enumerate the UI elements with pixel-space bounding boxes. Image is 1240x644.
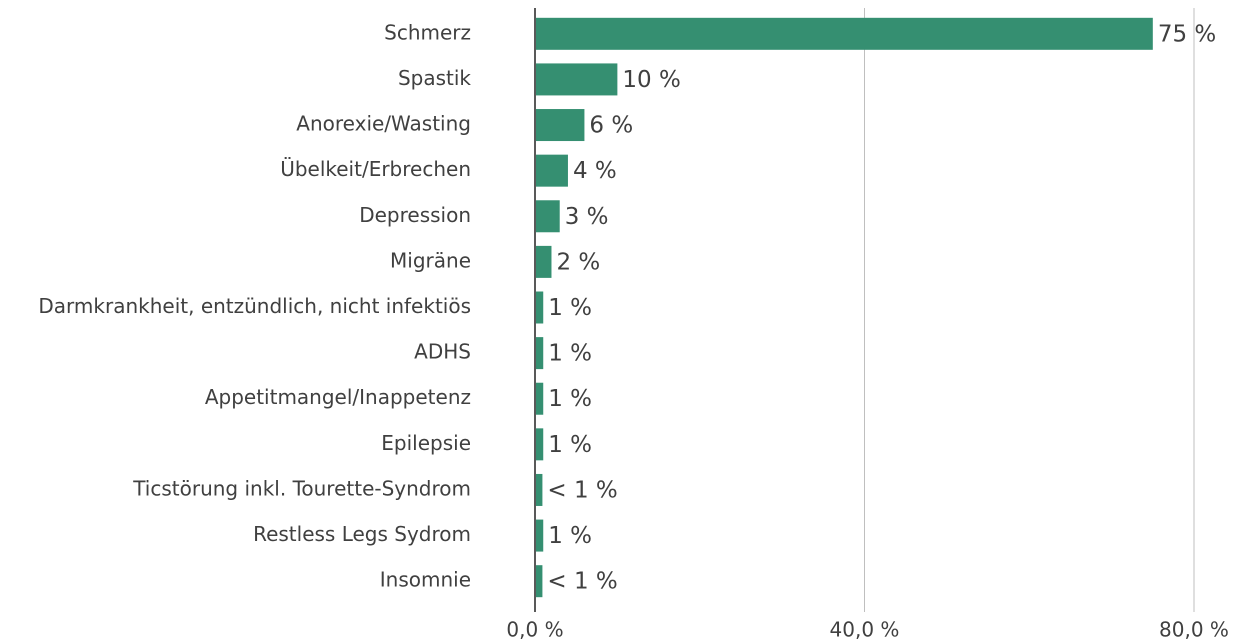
bar [535,17,1153,50]
value-label: 1 % [548,432,592,458]
category-label: Restless Legs Sydrom [253,522,471,546]
value-label: 1 % [548,295,592,321]
bar [535,245,552,278]
x-tick-label: 80,0 % [1159,618,1229,642]
value-label: 1 % [548,341,592,367]
value-label: 2 % [556,249,600,275]
bar [535,154,568,187]
category-label: Schmerz [384,20,471,44]
bar [535,428,544,461]
value-label: < 1 % [547,569,617,595]
category-label: Epilepsie [381,431,471,455]
category-label: Appetitmangel/Inappetenz [205,385,471,409]
category-label: Übelkeit/Erbrechen [280,157,471,181]
x-tick-label: 0,0 % [506,618,563,642]
bar [535,337,544,370]
category-label: ADHS [414,340,471,364]
bar [535,291,544,324]
bar [535,200,560,233]
value-label: 6 % [589,113,633,139]
bar [535,382,544,415]
x-tick-label: 40,0 % [830,618,900,642]
value-label: 1 % [548,523,592,549]
category-label: Migräne [390,248,471,272]
value-label: 10 % [622,67,680,93]
bar [535,519,544,552]
category-label: Spastik [398,66,471,90]
category-label: Ticstörung inkl. Tourette-Syndrom [132,476,471,500]
value-label: 3 % [565,204,609,230]
value-label: 1 % [548,386,592,412]
category-label: Anorexie/Wasting [296,112,471,136]
category-label: Darmkrankheit, entzündlich, nicht infekt… [38,294,471,318]
value-label: 4 % [573,158,617,184]
bar [535,565,543,598]
bar [535,473,543,506]
category-label: Depression [359,203,471,227]
category-label: Insomnie [380,568,471,592]
bar [535,63,618,96]
bar [535,109,585,142]
value-label: < 1 % [547,477,617,503]
value-label: 75 % [1158,21,1216,47]
